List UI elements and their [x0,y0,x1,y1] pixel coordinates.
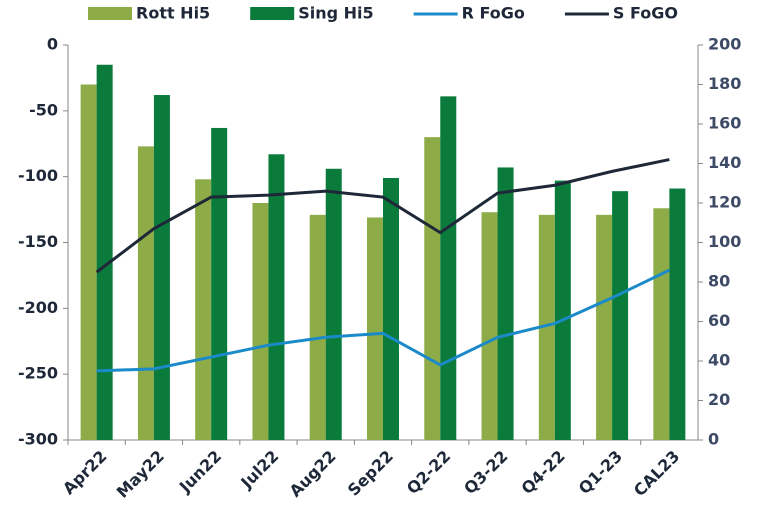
bar [440,96,457,440]
y2-tick-label: 100 [708,232,741,251]
bar [252,203,269,440]
x-tick-label: Aug22 [286,447,340,501]
x-tick-label: Sep22 [344,447,397,500]
x-tick-label: Q4-22 [517,447,568,498]
x-tick-label: May22 [113,447,168,502]
bar [612,191,629,440]
bar [554,180,571,440]
legend-label: S FoGO [613,4,678,23]
y2-tick-label: 0 [708,430,719,449]
y-tick-label: -150 [18,232,58,251]
y-tick-label: 0 [47,35,58,54]
bar [268,154,285,441]
y2-tick-label: 60 [708,311,730,330]
bar [497,167,514,440]
y-tick-label: -100 [18,166,58,185]
y2-tick-label: 140 [708,153,741,172]
x-tick-label: Q2-22 [403,447,454,498]
bar [211,127,228,440]
line-series [95,158,670,274]
bar [596,214,613,440]
bar [96,64,113,440]
legend-swatch [250,7,295,20]
bar [669,188,686,440]
y2-tick-label: 200 [708,35,741,54]
bar [137,146,154,440]
bar [383,177,399,440]
x-tick-label: Q1-23 [575,447,626,498]
x-tick-label: Q3-22 [460,447,511,498]
bar [309,214,326,440]
y2-tick-label: 180 [708,74,741,93]
x-tick-label: Jun22 [175,447,225,497]
bar [153,95,170,441]
y-tick-label: -200 [18,298,58,317]
legend-label: Sing Hi5 [298,4,373,23]
y2-tick-label: 80 [708,272,730,291]
bar [325,168,342,440]
y-tick-label: -300 [18,430,58,449]
y2-tick-label: 120 [708,193,741,212]
bar [367,217,383,440]
line-series [96,268,671,373]
y2-tick-label: 40 [708,351,730,370]
bar [481,212,498,440]
y2-tick-label: 160 [708,114,741,133]
legend-label: R FoGo [462,4,525,23]
legend-swatch [88,7,132,20]
y-tick-label: -50 [29,100,58,119]
bar [538,214,555,440]
bar [653,208,670,440]
bar [424,137,441,440]
x-tick-label: Jul22 [236,447,282,493]
x-tick-label: CAL23 [630,447,683,500]
y2-tick-label: 20 [708,390,730,409]
bar [195,179,212,441]
y-tick-label: -250 [18,364,58,383]
bar [80,84,97,440]
x-tick-label: Apr22 [59,447,111,499]
legend-label: Rott Hi5 [136,4,210,23]
